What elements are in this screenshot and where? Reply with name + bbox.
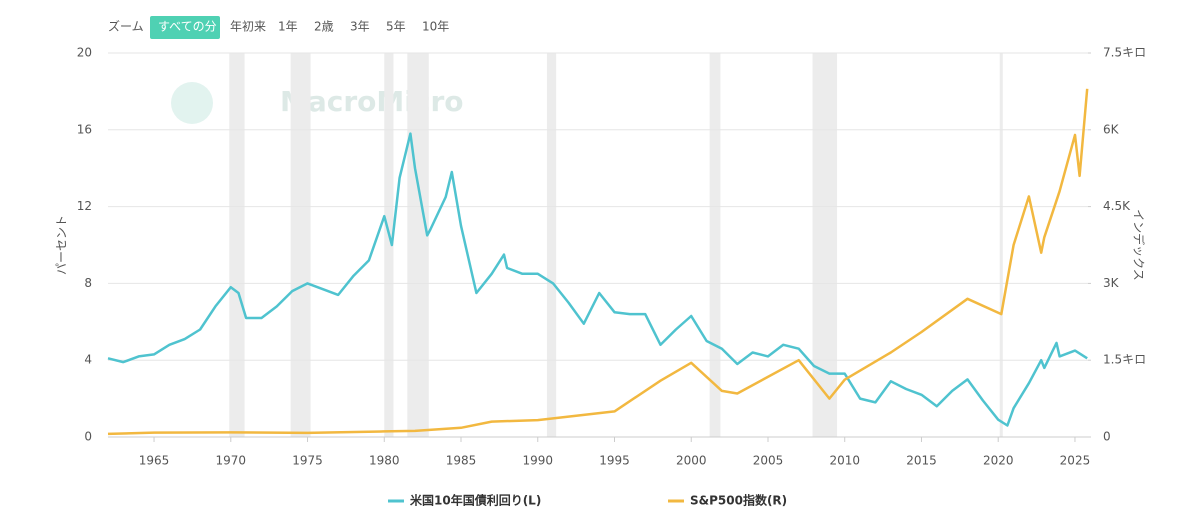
y-tick-label: 8 (84, 276, 92, 290)
recession-band (407, 53, 429, 437)
y-tick-label: 0 (84, 430, 92, 444)
y2-tick-label: 0 (1103, 430, 1111, 444)
x-tick-label: 2025 (1060, 454, 1091, 468)
zoom-button-bg[interactable] (150, 16, 220, 39)
recession-band (999, 53, 1003, 437)
zoom-label: ズーム (108, 19, 144, 34)
zoom-bar: ズーム すべての分 年初来 1年 2歳 3年 5年 10年 (108, 16, 449, 39)
y2-tick-label: 7.5キロ (1103, 46, 1146, 60)
data-line (107, 88, 1089, 436)
recession-band (229, 53, 245, 437)
x-tick-label: 1995 (599, 454, 630, 468)
x-tick-label: 2000 (676, 454, 707, 468)
x-tick-label: 1980 (369, 454, 400, 468)
x-tick-label: 2005 (753, 454, 784, 468)
recession-band (290, 53, 311, 437)
y-tick-label: 16 (77, 122, 92, 136)
y2-axis-title: インデックス (1132, 209, 1147, 281)
x-tick-label: 1970 (216, 454, 247, 468)
watermark-logo (171, 82, 213, 124)
legend-label[interactable]: 米国10年国債利回り(L) (410, 493, 541, 508)
data-line (107, 132, 1088, 427)
zoom-button[interactable]: 年初来 (230, 20, 266, 34)
zoom-button[interactable]: 1年 (278, 20, 298, 34)
y2-tick-label: 4.5K (1103, 199, 1131, 213)
y2-tick-label: 1.5キロ (1103, 353, 1146, 367)
zoom-button[interactable]: 5年 (386, 20, 406, 34)
x-tick-label: 2015 (906, 454, 937, 468)
x-tick-label: 1965 (139, 454, 170, 468)
x-tick-label: 2010 (829, 454, 860, 468)
recession-band (546, 53, 557, 437)
legend-label[interactable]: S&P500指数(R) (690, 493, 787, 508)
recession-band (384, 53, 394, 437)
zoom-button[interactable]: 3年 (350, 20, 370, 34)
recession-band (812, 53, 838, 437)
recession-band (709, 53, 721, 437)
y-axis-title: パーセント (55, 215, 69, 275)
y-tick-label: 20 (77, 46, 92, 60)
x-tick-label: 2020 (983, 454, 1014, 468)
x-tick-label: 1990 (522, 454, 553, 468)
y-tick-label: 4 (84, 353, 92, 367)
x-tick-label: 1985 (446, 454, 477, 468)
zoom-button[interactable]: 2歳 (314, 20, 334, 34)
y2-tick-label: 6K (1103, 122, 1120, 136)
zoom-button[interactable]: すべての分 (158, 20, 217, 34)
zoom-button[interactable]: 10年 (422, 20, 449, 34)
y2-tick-label: 3K (1103, 276, 1120, 290)
y-tick-label: 12 (77, 199, 92, 213)
x-tick-label: 1975 (292, 454, 323, 468)
